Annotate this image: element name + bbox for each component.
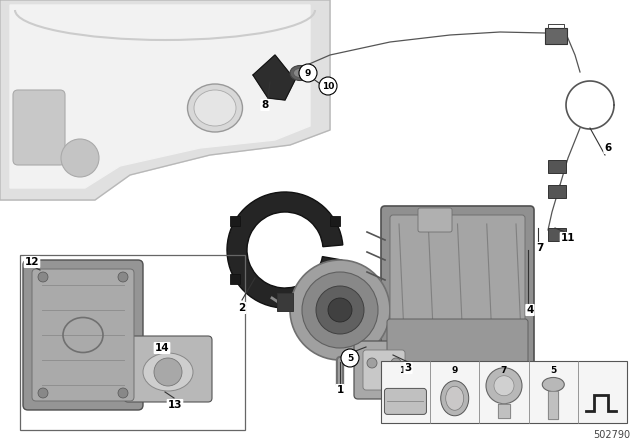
Text: 10: 10 <box>399 366 412 375</box>
FancyBboxPatch shape <box>32 269 134 401</box>
Text: 4: 4 <box>526 305 534 315</box>
FancyBboxPatch shape <box>390 215 525 365</box>
Bar <box>277 293 293 311</box>
Text: 7: 7 <box>536 243 544 253</box>
Circle shape <box>299 64 317 82</box>
Circle shape <box>290 260 390 360</box>
Text: 11: 11 <box>561 233 575 243</box>
Bar <box>545 28 567 44</box>
Text: 9: 9 <box>305 69 311 78</box>
Bar <box>548 228 566 241</box>
Ellipse shape <box>143 353 193 391</box>
Text: 14: 14 <box>155 343 170 353</box>
Ellipse shape <box>188 84 243 132</box>
Polygon shape <box>10 5 310 188</box>
Circle shape <box>316 286 364 334</box>
Text: 7: 7 <box>501 366 507 375</box>
Polygon shape <box>0 0 330 200</box>
Circle shape <box>302 272 378 348</box>
Wedge shape <box>227 192 343 308</box>
FancyBboxPatch shape <box>381 206 534 374</box>
Bar <box>548 160 566 173</box>
Text: 3: 3 <box>404 363 412 373</box>
Ellipse shape <box>290 65 310 81</box>
Polygon shape <box>498 404 510 418</box>
Text: 9: 9 <box>452 366 458 375</box>
Circle shape <box>319 77 337 95</box>
Ellipse shape <box>61 139 99 177</box>
Circle shape <box>328 298 352 322</box>
Circle shape <box>154 358 182 386</box>
Bar <box>20 255 245 430</box>
Text: 502790: 502790 <box>593 430 630 440</box>
Circle shape <box>341 349 359 367</box>
Circle shape <box>367 358 377 368</box>
Circle shape <box>38 388 48 398</box>
Text: 6: 6 <box>604 143 612 153</box>
Circle shape <box>38 272 48 282</box>
Ellipse shape <box>194 90 236 126</box>
Circle shape <box>118 272 128 282</box>
Circle shape <box>391 358 401 368</box>
Text: 8: 8 <box>261 100 269 110</box>
Text: 1: 1 <box>337 385 344 395</box>
Ellipse shape <box>542 378 564 392</box>
Bar <box>330 216 340 226</box>
Bar <box>330 274 340 284</box>
FancyBboxPatch shape <box>387 319 528 363</box>
Circle shape <box>494 376 514 396</box>
FancyBboxPatch shape <box>13 90 65 165</box>
Circle shape <box>486 368 522 404</box>
Text: 13: 13 <box>168 400 182 410</box>
Text: 5: 5 <box>550 366 556 375</box>
FancyBboxPatch shape <box>354 341 414 399</box>
Ellipse shape <box>445 386 464 410</box>
Circle shape <box>158 361 180 383</box>
Text: 2: 2 <box>238 303 246 313</box>
Bar <box>381 361 627 423</box>
FancyBboxPatch shape <box>385 388 426 414</box>
Text: 10: 10 <box>322 82 334 90</box>
Bar <box>230 216 240 226</box>
Polygon shape <box>253 55 295 100</box>
Bar <box>548 185 566 198</box>
FancyBboxPatch shape <box>124 336 212 402</box>
Bar <box>230 274 240 284</box>
FancyBboxPatch shape <box>23 260 143 410</box>
FancyBboxPatch shape <box>141 346 197 396</box>
Circle shape <box>164 367 174 377</box>
Text: 5: 5 <box>347 353 353 362</box>
Polygon shape <box>548 392 558 419</box>
Ellipse shape <box>441 381 468 416</box>
Ellipse shape <box>294 69 307 78</box>
FancyBboxPatch shape <box>363 350 405 390</box>
Circle shape <box>118 388 128 398</box>
FancyBboxPatch shape <box>418 208 452 232</box>
Text: 12: 12 <box>25 257 39 267</box>
